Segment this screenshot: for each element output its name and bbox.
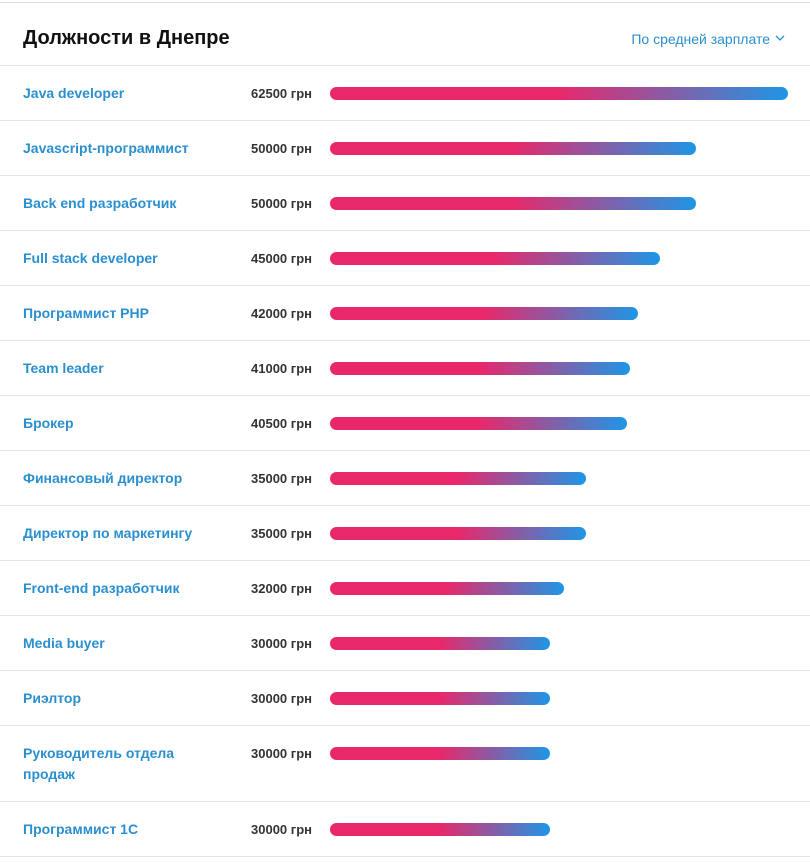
bar: [330, 582, 565, 595]
job-link[interactable]: Back end разработчик: [23, 195, 177, 211]
job-link[interactable]: Front-end разработчик: [23, 580, 180, 596]
salary-label: 35000 грн: [251, 526, 312, 541]
bar: [330, 87, 788, 100]
bar: [330, 142, 697, 155]
salary-label: 62500 грн: [251, 86, 312, 101]
job-link[interactable]: Javascript-программист: [23, 140, 189, 156]
job-row: Javascript-программист 50000 грн: [0, 121, 810, 176]
job-link[interactable]: Программист PHP: [23, 305, 149, 321]
bar: [330, 637, 550, 650]
salary-label: 35000 грн: [251, 471, 312, 486]
salary-label: 41000 грн: [251, 361, 312, 376]
job-row: Риэлтор 30000 грн: [0, 671, 810, 726]
chevron-icon[interactable]: [775, 34, 785, 42]
sort-dropdown[interactable]: По средней зарплате: [631, 31, 770, 47]
header: Должности в Днепре По средней зарплате: [0, 3, 810, 66]
bar: [330, 197, 697, 210]
job-link[interactable]: Team leader: [23, 360, 104, 376]
bar: [330, 747, 550, 760]
job-link[interactable]: Media buyer: [23, 635, 105, 651]
rows: Java developer 62500 грн Javascript-програ…: [0, 66, 810, 857]
job-row: Руководитель отдела продаж 30000 грн: [0, 726, 810, 802]
bar: [330, 307, 638, 320]
job-link[interactable]: Риэлтор: [23, 690, 81, 706]
salary-label: 30000 грн: [251, 822, 312, 837]
bar: [330, 252, 660, 265]
job-row: Финансовый директор 35000 грн: [0, 451, 810, 506]
job-row: Программист 1С 30000 грн: [0, 802, 810, 857]
salary-label: 30000 грн: [251, 691, 312, 706]
job-row: Front-end разработчик 32000 грн: [0, 561, 810, 616]
job-link[interactable]: Брокер: [23, 415, 74, 431]
job-row: Программист PHP 42000 грн: [0, 286, 810, 341]
job-link[interactable]: Java developer: [23, 85, 125, 101]
job-row: Back end разработчик 50000 грн: [0, 176, 810, 231]
bar: [330, 823, 550, 836]
bar: [330, 527, 587, 540]
salary-label: 50000 грн: [251, 141, 312, 156]
bar: [330, 417, 627, 430]
salary-label: 32000 грн: [251, 581, 312, 596]
job-link[interactable]: Руководитель отдела продаж: [23, 745, 175, 782]
job-link[interactable]: Программист 1С: [23, 821, 139, 837]
job-row: Full stack developer 45000 грн: [0, 231, 810, 286]
title: Должности в Днепре: [23, 27, 230, 49]
job-row: Директор по маркетингу 35000 грн: [0, 506, 810, 561]
job-row: Media buyer 30000 грн: [0, 616, 810, 671]
bar: [330, 362, 631, 375]
salary-label: 40500 грн: [251, 416, 312, 431]
salary-label: 50000 грн: [251, 196, 312, 211]
salary-label: 42000 грн: [251, 306, 312, 321]
job-link[interactable]: Финансовый директор: [23, 470, 183, 486]
bar: [330, 472, 587, 485]
job-row: Team leader 41000 грн: [0, 341, 810, 396]
salary-label: 30000 грн: [251, 746, 312, 761]
job-link[interactable]: Full stack developer: [23, 250, 158, 266]
salary-label: 30000 грн: [251, 636, 312, 651]
job-link[interactable]: Директор по маркетингу: [23, 525, 193, 541]
job-row: Java developer 62500 грн: [0, 66, 810, 121]
job-row: Брокер 40500 грн: [0, 396, 810, 451]
bar: [330, 692, 550, 705]
salary-label: 45000 грн: [251, 251, 312, 266]
